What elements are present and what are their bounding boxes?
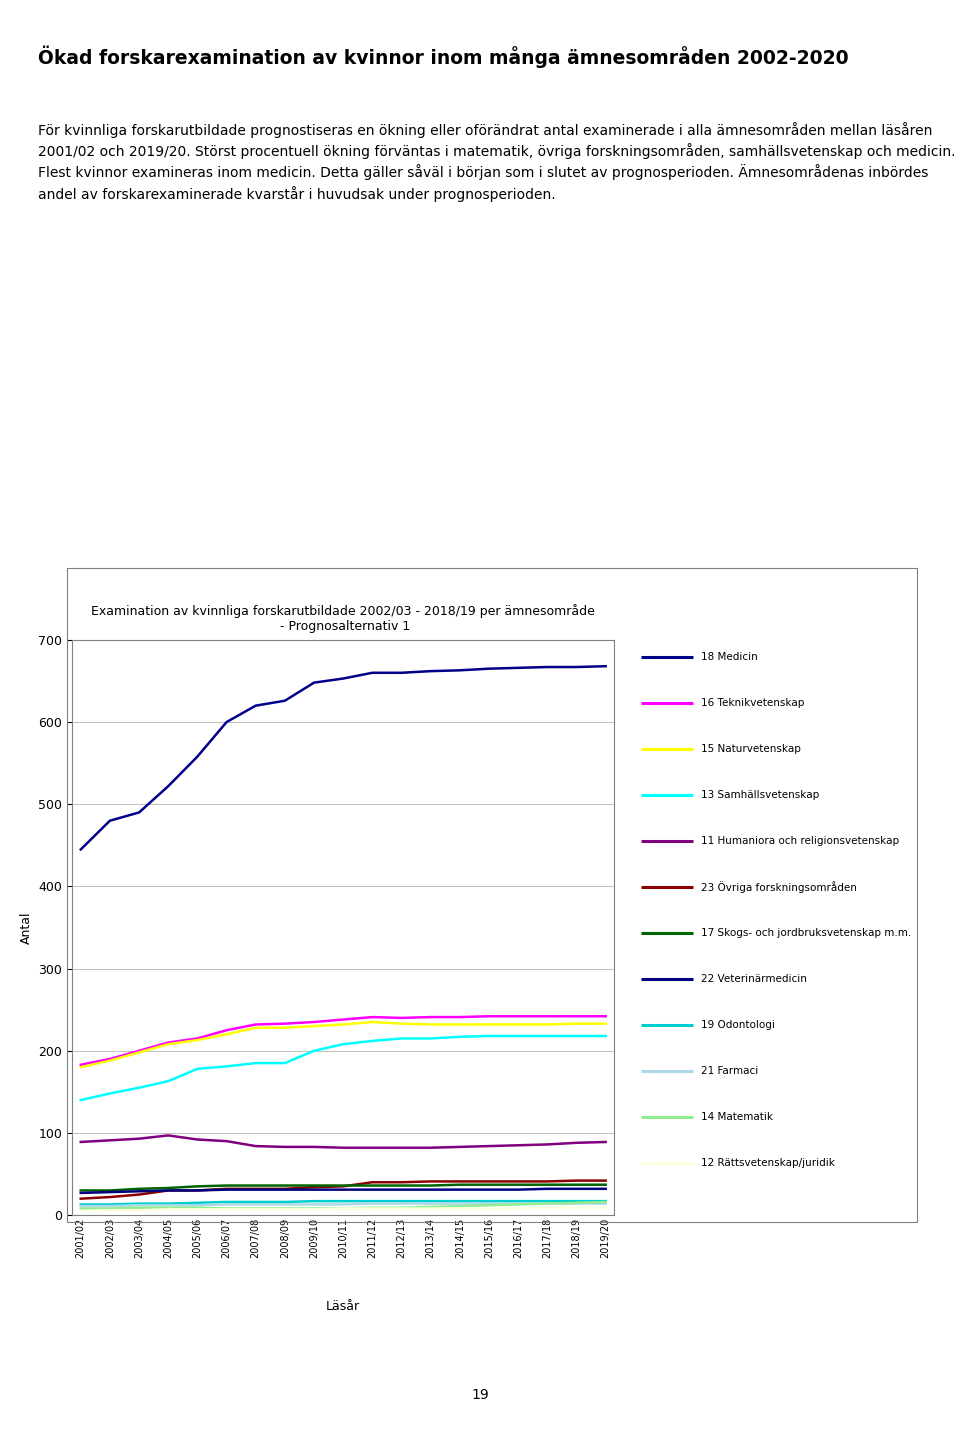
X-axis label: Läsår: Läsår <box>326 1300 360 1313</box>
Text: Ökad forskarexamination av kvinnor inom många ämnesområden 2002-2020: Ökad forskarexamination av kvinnor inom … <box>38 46 849 69</box>
Text: 16 Teknikvetenskap: 16 Teknikvetenskap <box>702 699 804 707</box>
Text: 17 Skogs- och jordbruksvetenskap m.m.: 17 Skogs- och jordbruksvetenskap m.m. <box>702 929 912 938</box>
Text: För kvinnliga forskarutbildade prognostiseras en ökning eller oförändrat antal e: För kvinnliga forskarutbildade prognosti… <box>38 122 956 201</box>
Title: Examination av kvinnliga forskarutbildade 2002/03 - 2018/19 per ämnesområde
 - P: Examination av kvinnliga forskarutbildad… <box>91 604 595 633</box>
Text: 11 Humaniora och religionsvetenskap: 11 Humaniora och religionsvetenskap <box>702 837 900 846</box>
Text: 22 Veterinärmedicin: 22 Veterinärmedicin <box>702 975 807 984</box>
Y-axis label: Antal: Antal <box>20 912 33 943</box>
Text: 21 Farmaci: 21 Farmaci <box>702 1067 758 1076</box>
Text: 14 Matematik: 14 Matematik <box>702 1113 774 1122</box>
Text: 23 Övriga forskningsområden: 23 Övriga forskningsområden <box>702 881 857 893</box>
Text: 18 Medicin: 18 Medicin <box>702 653 758 661</box>
Text: 12 Rättsvetenskap/juridik: 12 Rättsvetenskap/juridik <box>702 1159 835 1168</box>
Text: 13 Samhällsvetenskap: 13 Samhällsvetenskap <box>702 791 820 800</box>
Text: 19: 19 <box>471 1388 489 1402</box>
Text: 15 Naturvetenskap: 15 Naturvetenskap <box>702 745 802 754</box>
Text: 19 Odontologi: 19 Odontologi <box>702 1021 776 1030</box>
